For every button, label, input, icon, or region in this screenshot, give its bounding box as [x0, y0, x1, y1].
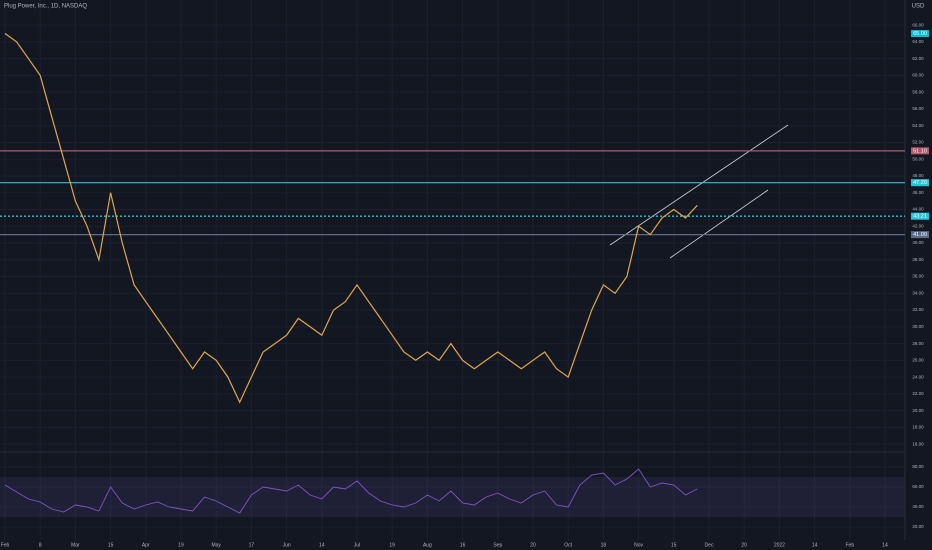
x-tick-label: Sep	[493, 542, 502, 548]
y-tick-label: 62.00	[912, 56, 924, 61]
currency: USD	[912, 4, 925, 10]
chart-title: Plug Power, Inc., 1D, NASDAQ	[4, 4, 87, 10]
x-tick-label: Mar	[71, 542, 80, 548]
y-tick-label: 42.00	[912, 223, 924, 228]
y-tick-label: 22.00	[912, 391, 924, 396]
x-tick-label: 20	[741, 542, 747, 548]
x-tick-label: 14	[319, 542, 325, 548]
x-tick-label: 15	[108, 542, 114, 548]
price-tag	[911, 147, 929, 155]
grid	[0, 0, 905, 540]
y-tick-label: 40.00	[912, 240, 924, 245]
x-tick-label: 15	[671, 542, 677, 548]
y-tick-label: 46.00	[912, 190, 924, 195]
x-tick-label: Jun	[283, 542, 291, 548]
y-tick-label: 54.00	[912, 123, 924, 128]
price-tag-label: 47.20	[913, 180, 927, 186]
rsi-tick-label: 40.00	[912, 504, 924, 509]
y-tick-label: 18.00	[912, 425, 924, 430]
x-tick-label: 14	[812, 542, 818, 548]
x-tick-label: Feb	[1, 542, 10, 548]
y-tick-label: 34.00	[912, 290, 924, 295]
x-tick-label: 2022	[774, 542, 785, 548]
x-tick-label: 17	[249, 542, 255, 548]
y-tick-label: 36.00	[912, 274, 924, 279]
price-tag-label: 41.00	[913, 232, 927, 238]
x-tick-label: 19	[389, 542, 395, 548]
y-tick-label: 50.00	[912, 156, 924, 161]
y-tick-label: 28.00	[912, 341, 924, 346]
series-line	[4, 468, 698, 514]
y-tick-label: 56.00	[912, 106, 924, 111]
x-tick-label: 19	[178, 542, 184, 548]
x-tick-label: Apr	[142, 542, 150, 548]
x-tick-label: Aug	[423, 542, 432, 548]
y-tick-label: 60.00	[912, 73, 924, 78]
y-tick-label: 32.00	[912, 307, 924, 312]
x-tick-label: May	[211, 542, 221, 548]
y-tick-label: 44.00	[912, 207, 924, 212]
price-tag-label: 43.21	[913, 214, 927, 220]
price-tag-label: 51.10	[913, 148, 927, 154]
y-tick-label: 38.00	[912, 257, 924, 262]
y-tick-label: 48.00	[912, 173, 924, 178]
price-tag	[911, 212, 929, 220]
price-tag-label: 65.00	[913, 31, 927, 37]
rsi-tick-label: 20.00	[912, 524, 924, 529]
y-tick-label: 30.00	[912, 324, 924, 329]
series-line	[4, 33, 698, 404]
x-tick-label: 16	[460, 542, 466, 548]
price-tag	[911, 30, 929, 38]
y-tick-label: 24.00	[912, 374, 924, 379]
y-tick-label: 66.00	[912, 22, 924, 27]
y-tick-label: 16.00	[912, 441, 924, 446]
y-tick-label: 52.00	[912, 140, 924, 145]
y-tick-label: 64.00	[912, 39, 924, 44]
rsi-tick-label: 60.00	[912, 484, 924, 489]
plot: 16.00 18.00 20.00 22.00 24.00 26.00 28.00 30.00…	[0, 22, 929, 548]
channel-line	[609, 124, 789, 246]
x-tick-label: 18	[601, 542, 607, 548]
rsi-tick-label: 80.00	[912, 464, 924, 469]
x-tick-label: Dec	[705, 542, 714, 548]
price-tag	[911, 231, 929, 239]
y-tick-label: 58.00	[912, 89, 924, 94]
x-tick-label: Feb	[845, 542, 854, 548]
channel-line	[669, 189, 769, 259]
x-tick-label: Oct	[564, 542, 572, 548]
price-tag	[911, 179, 929, 187]
x-tick-label: 8	[39, 542, 42, 548]
y-tick-label: 26.00	[912, 358, 924, 363]
y-tick-label: 20.00	[912, 408, 924, 413]
x-tick-label: Nov	[634, 542, 643, 548]
x-tick-label: 20	[530, 542, 536, 548]
rsi-band	[0, 477, 905, 517]
x-tick-label: Jul	[354, 542, 360, 548]
x-tick-label: 14	[882, 542, 888, 548]
